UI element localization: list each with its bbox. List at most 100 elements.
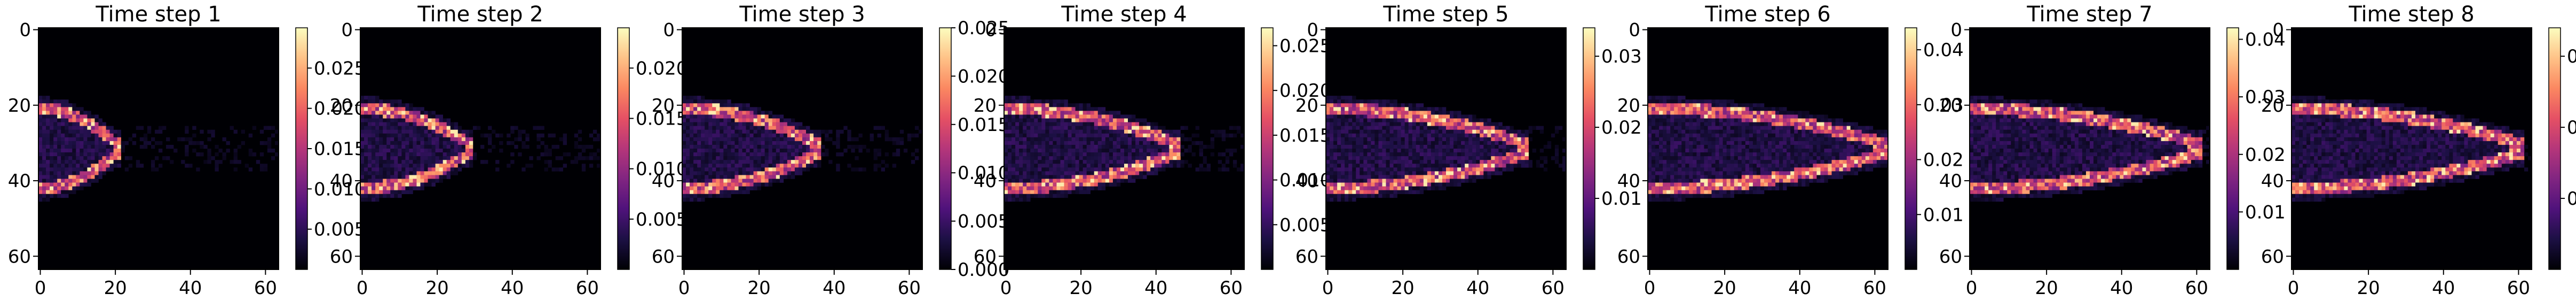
heatmap-cell (1360, 194, 1364, 198)
heatmap-cell (1846, 126, 1851, 130)
heatmap-cell (65, 190, 69, 195)
heatmap-cell (1206, 164, 1211, 168)
heatmap-cell (720, 99, 724, 104)
heatmap-cell (1356, 179, 1360, 183)
heatmap-cell (1431, 144, 1435, 149)
heatmap-cell (166, 137, 170, 142)
heatmap-cell (50, 160, 54, 164)
heatmap-cell (716, 160, 720, 164)
heatmap-cell (416, 133, 421, 138)
heatmap-cell (1112, 167, 1117, 172)
heatmap-cell (757, 129, 761, 134)
heatmap-cell (746, 118, 750, 122)
heatmap-cell (1749, 111, 1753, 115)
heatmap-cell (91, 152, 95, 157)
heatmap-cell (1704, 99, 1708, 104)
heatmap-cell (1412, 149, 1417, 153)
heatmap-cell (776, 114, 780, 119)
heatmap-cell (446, 126, 451, 130)
heatmap-cell (46, 99, 50, 104)
heatmap-cell (87, 118, 91, 122)
heatmap-cell (1737, 103, 1742, 107)
heatmap-cell (1666, 118, 1671, 122)
heatmap-cell (1446, 149, 1450, 153)
heatmap-cell (1722, 118, 1727, 122)
heatmap-cell (1068, 149, 1072, 153)
heatmap-cell (686, 160, 690, 164)
heatmap-cell (420, 118, 424, 122)
heatmap-cell (813, 129, 818, 134)
heatmap-cell (136, 164, 140, 168)
heatmap-cell (1393, 171, 1397, 175)
heatmap-cell (379, 186, 383, 190)
heatmap-cell (1008, 167, 1012, 172)
heatmap-cell (1367, 141, 1371, 145)
heatmap-cell (802, 129, 807, 134)
heatmap-cell (372, 197, 376, 202)
heatmap-cell (1333, 179, 1338, 183)
heatmap-cell (881, 167, 885, 172)
heatmap-cell (1805, 118, 1809, 122)
heatmap-cell (1097, 175, 1102, 179)
heatmap-cell (1685, 107, 1689, 111)
heatmap-cell (1674, 114, 1678, 119)
heatmap-cell (1348, 149, 1353, 153)
heatmap-cell (1191, 152, 1196, 157)
heatmap-cell (742, 103, 746, 107)
heatmap-cell (46, 122, 50, 126)
heatmap-cell (1143, 149, 1147, 153)
heatmap-cell (1038, 156, 1042, 160)
heatmap-cell (1374, 190, 1379, 195)
heatmap-cell (1801, 111, 1806, 115)
heatmap-cell (1434, 122, 1439, 126)
heatmap-cell (1446, 137, 1450, 142)
heatmap-cell (764, 182, 769, 187)
heatmap-cell (435, 137, 439, 142)
heatmap-cell (1442, 182, 1447, 187)
heatmap-cell (409, 167, 413, 172)
heatmap-frame (1003, 27, 1245, 270)
heatmap-cell (1397, 107, 1401, 111)
heatmap-cell (1015, 126, 1020, 130)
heatmap-cell (1704, 129, 1708, 134)
heatmap-cell (383, 186, 387, 190)
heatmap-cell (529, 156, 533, 160)
heatmap-cell (1734, 114, 1739, 119)
heatmap-cell (1139, 129, 1143, 134)
heatmap-cell (1333, 156, 1338, 160)
heatmap-cell (697, 186, 701, 190)
heatmap-cell (1345, 164, 1349, 168)
heatmap-cell (1064, 144, 1068, 149)
heatmap-cell (1427, 141, 1432, 145)
heatmap-cell (1423, 111, 1428, 115)
heatmap-cell (507, 164, 511, 168)
heatmap-cell (1004, 179, 1008, 183)
heatmap-cell (1371, 171, 1375, 175)
heatmap-cell (68, 182, 73, 187)
heatmap-cell (1068, 167, 1072, 172)
heatmap-cell (1382, 103, 1386, 107)
heatmap-cell (1180, 164, 1184, 168)
heatmap-cell (1389, 103, 1394, 107)
heatmap-cell (738, 103, 742, 107)
heatmap-cell (1386, 118, 1390, 122)
heatmap-cell (450, 126, 455, 130)
heatmap-cell (757, 179, 761, 183)
heatmap-cell (409, 137, 413, 142)
heatmap-cell (390, 164, 394, 168)
heatmap-cell (1348, 129, 1353, 134)
heatmap-cell (1124, 122, 1128, 126)
heatmap-cell (1049, 190, 1053, 195)
heatmap-cell (1356, 103, 1360, 107)
heatmap-cell (364, 129, 368, 134)
heatmap-cell (1079, 122, 1083, 126)
heatmap-cell (38, 103, 43, 107)
heatmap-cell (776, 175, 780, 179)
heatmap-cell (720, 111, 724, 115)
heatmap-cell (83, 144, 88, 149)
heatmap-cell (1506, 126, 1510, 130)
heatmap-cell (1124, 175, 1128, 179)
heatmap-cell (1086, 137, 1091, 142)
heatmap-cell (1772, 111, 1776, 115)
heatmap-cell (1404, 186, 1409, 190)
